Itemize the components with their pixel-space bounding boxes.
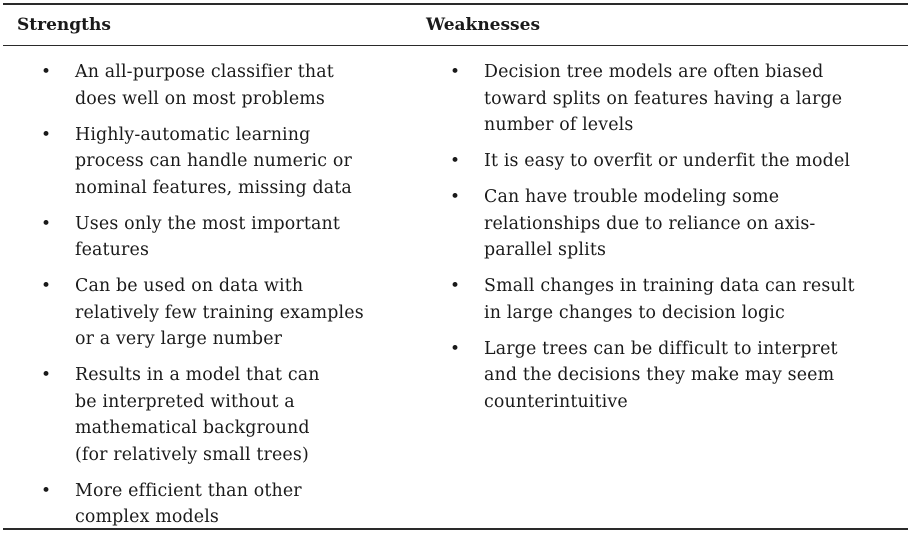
- bottom-rule: [3, 528, 908, 530]
- weaknesse-item: • Can have trouble modeling some relation…: [450, 184, 890, 264]
- bullet-icon: •: [450, 276, 461, 296]
- strengths-weaknesses-table: Strengths Weaknesses • An all-purpose cla…: [3, 0, 908, 531]
- strengths-header: Strengths: [17, 15, 111, 35]
- bullet-icon: •: [450, 151, 461, 171]
- strength-text: Uses only the most important features: [75, 213, 341, 261]
- weaknesse-text: Small changes in training data can resul…: [484, 276, 855, 323]
- strength-text: More efficient than other complex models: [75, 480, 302, 528]
- bullet-icon: •: [41, 62, 52, 82]
- weaknesse-text: It is easy to overfit or underfit the mo…: [484, 151, 851, 171]
- bullet-icon: •: [41, 480, 52, 501]
- strength-text: Results in a model that can be interpret…: [75, 365, 320, 465]
- header-divider: [3, 45, 908, 46]
- strength-text: An all-purpose classifier that does well…: [75, 62, 334, 109]
- strength-text: Highly-automatic learning process can ha…: [75, 124, 352, 198]
- strength-item: • More efficient than other complex model…: [41, 478, 401, 531]
- strength-text: Can be used on data with relatively few …: [75, 276, 364, 349]
- strength-item: • Can be used on data with relatively few…: [41, 273, 401, 353]
- weaknesse-text: Decision tree models are often biased to…: [484, 62, 843, 135]
- bullet-icon: •: [450, 187, 461, 207]
- bullet-icon: •: [41, 365, 52, 385]
- weaknesse-item: • It is easy to overfit or underfit the m…: [450, 148, 890, 175]
- strength-item: • Results in a model that can be interpre…: [41, 362, 401, 468]
- weaknesse-text: Can have trouble modeling some relations…: [484, 187, 816, 260]
- weaknesse-item: • Large trees can be difficult to interpr…: [450, 336, 890, 416]
- strength-item: • An all-purpose classifier that does wel…: [41, 59, 401, 112]
- strength-item: • Uses only the most important features: [41, 211, 401, 264]
- weaknesse-text: Large trees can be difficult to interpre…: [484, 338, 838, 412]
- weaknesses-list: • Decision tree models are often biased t…: [450, 59, 890, 425]
- weaknesses-header: Weaknesses: [426, 15, 541, 35]
- bullet-icon: •: [450, 338, 461, 359]
- bullet-icon: •: [41, 276, 52, 296]
- weaknesse-item: • Decision tree models are often biased t…: [450, 59, 890, 139]
- weaknesse-item: • Small changes in training data can resu…: [450, 273, 890, 326]
- bullet-icon: •: [41, 124, 52, 145]
- strengths-list: • An all-purpose classifier that does wel…: [41, 59, 401, 540]
- strength-item: • Highly-automatic learning process can h…: [41, 122, 401, 202]
- top-rule: [3, 3, 908, 5]
- bullet-icon: •: [41, 213, 52, 234]
- bullet-icon: •: [450, 62, 461, 82]
